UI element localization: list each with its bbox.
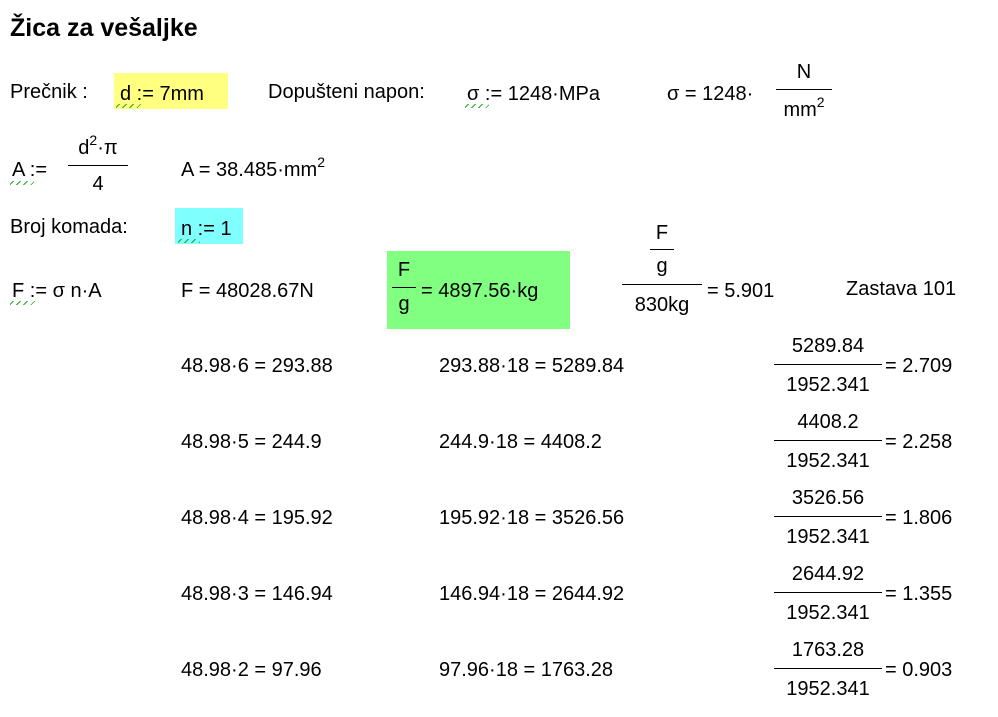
squiggle-count xyxy=(178,239,200,243)
fraction-bar xyxy=(774,668,882,669)
sigma-unit-numerator: N xyxy=(796,61,812,83)
calc-expr-3: 48.98·4 = 195.92 xyxy=(181,507,333,529)
count-label: Broj komada: xyxy=(10,216,128,238)
ratio-result: = 5.901 xyxy=(707,280,775,302)
force-result: F = 48028.67N xyxy=(181,280,314,302)
calc-product-2: 244.9·18 = 4408.2 xyxy=(439,431,602,453)
calc-numerator-1: 5289.84 xyxy=(791,335,865,357)
vehicle-label: Zastava 101 xyxy=(846,278,957,300)
area-definition-lhs[interactable]: A := xyxy=(12,159,48,181)
squiggle-diameter xyxy=(116,104,142,108)
area-denominator: 4 xyxy=(92,173,104,195)
calc-denominator-2: 1952.341 xyxy=(786,450,870,472)
sigma-unit-denominator: mm xyxy=(783,99,817,121)
ratio-inner-denominator: g xyxy=(656,255,668,277)
fraction-bar xyxy=(392,287,416,288)
fraction-bar xyxy=(650,249,674,250)
calc-expr-1: 48.98·6 = 293.88 xyxy=(181,355,333,377)
area-result-text: A = 38.485·mm xyxy=(181,159,318,181)
count-definition[interactable]: n := 1 xyxy=(181,218,232,240)
calc-fraction-4: 2644.92 1952.341 xyxy=(774,564,882,623)
calc-numerator-2: 4408.2 xyxy=(797,411,859,433)
mass-numerator: F xyxy=(397,259,411,281)
calc-fraction-5: 1763.28 1952.341 xyxy=(774,640,882,699)
diameter-highlight xyxy=(114,73,228,109)
force-definition[interactable]: F := σ n·A xyxy=(12,280,102,302)
mass-highlight xyxy=(387,251,570,329)
calc-result-2: = 2.258 xyxy=(885,431,953,453)
calc-numerator-4: 2644.92 xyxy=(791,563,865,585)
area-numerator-tail: ·π xyxy=(97,137,118,159)
area-result: A = 38.485·mm2 xyxy=(181,155,325,181)
area-result-exponent: 2 xyxy=(317,154,325,170)
diameter-definition[interactable]: d := 7mm xyxy=(120,83,204,105)
calc-numerator-5: 1763.28 xyxy=(791,639,865,661)
calc-product-5: 97.96·18 = 1763.28 xyxy=(439,659,614,681)
squiggle-area xyxy=(10,181,34,185)
area-numerator-base: d xyxy=(78,137,90,159)
calc-fraction-1: 5289.84 1952.341 xyxy=(774,336,882,395)
count-highlight xyxy=(175,208,243,244)
sigma-unit-fraction: N mm2 xyxy=(776,62,832,120)
calc-denominator-4: 1952.341 xyxy=(786,602,870,624)
fraction-bar xyxy=(774,364,882,365)
sigma-definition[interactable]: σ := 1248·MPa xyxy=(467,83,600,105)
calc-product-1: 293.88·18 = 5289.84 xyxy=(439,355,625,377)
mass-result: = 4897.56·kg xyxy=(421,280,539,302)
calc-denominator-1: 1952.341 xyxy=(786,374,870,396)
sigma-unit-exponent: 2 xyxy=(816,94,825,110)
page-title: Žica za vešaljke xyxy=(10,14,198,42)
calc-fraction-3: 3526.56 1952.341 xyxy=(774,488,882,547)
calc-expr-5: 48.98·2 = 97.96 xyxy=(181,659,322,681)
calc-result-1: = 2.709 xyxy=(885,355,953,377)
ratio-denominator: 830kg xyxy=(634,294,690,316)
fraction-bar xyxy=(622,284,702,285)
ratio-inner-numerator: F xyxy=(655,222,669,244)
sigma-result: σ = 1248· xyxy=(667,83,754,105)
fraction-bar xyxy=(774,592,882,593)
ratio-fraction: F g 830kg xyxy=(622,223,702,315)
calc-fraction-2: 4408.2 1952.341 xyxy=(774,412,882,471)
fraction-bar xyxy=(68,165,128,166)
fraction-bar xyxy=(776,89,832,90)
calc-result-3: = 1.806 xyxy=(885,507,953,529)
squiggle-sigma xyxy=(465,104,489,108)
diameter-label: Prečnik : xyxy=(10,81,88,103)
calc-product-4: 146.94·18 = 2644.92 xyxy=(439,583,625,605)
mass-fraction: F g xyxy=(392,260,416,314)
calc-result-5: = 0.903 xyxy=(885,659,953,681)
calc-expr-2: 48.98·5 = 244.9 xyxy=(181,431,322,453)
area-fraction: d2·π 4 xyxy=(68,133,128,195)
mass-denominator: g xyxy=(398,293,410,315)
calc-denominator-3: 1952.341 xyxy=(786,526,870,548)
calc-denominator-5: 1952.341 xyxy=(786,678,870,700)
area-numerator-exponent: 2 xyxy=(89,132,98,148)
squiggle-force xyxy=(10,301,36,305)
calc-product-3: 195.92·18 = 3526.56 xyxy=(439,507,625,529)
fraction-bar xyxy=(774,516,882,517)
stress-label: Dopušteni napon: xyxy=(268,81,425,103)
fraction-bar xyxy=(774,440,882,441)
calc-result-4: = 1.355 xyxy=(885,583,953,605)
calc-expr-4: 48.98·3 = 146.94 xyxy=(181,583,333,605)
calc-numerator-3: 3526.56 xyxy=(791,487,865,509)
ratio-inner-fraction: F g xyxy=(650,223,674,276)
